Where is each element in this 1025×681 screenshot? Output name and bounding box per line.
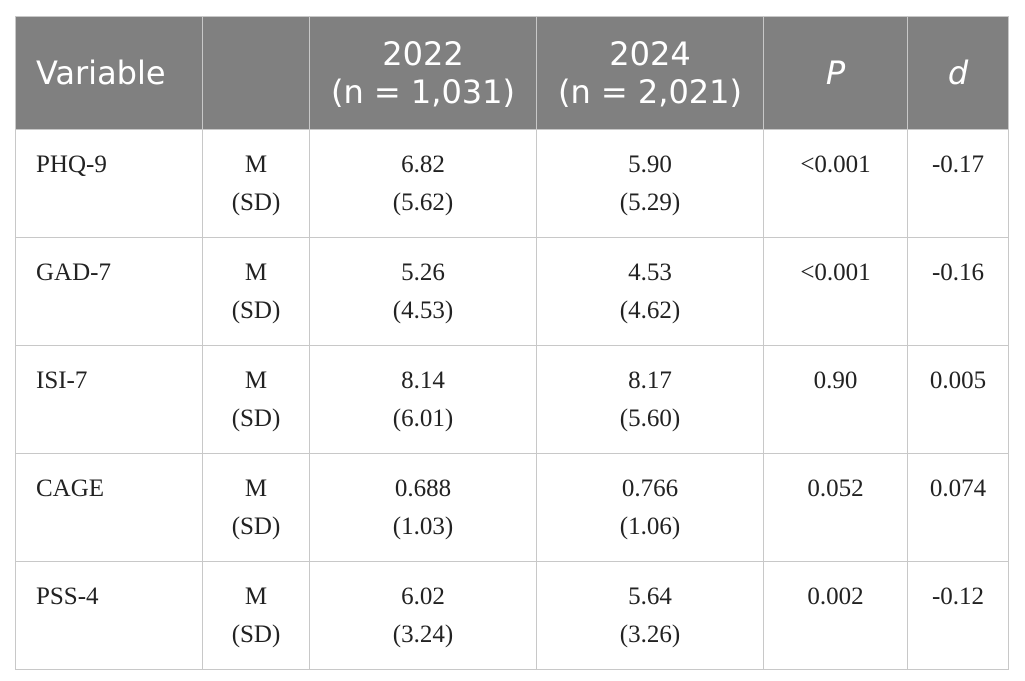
cell-p: <0.001	[763, 237, 908, 346]
cell-2022: 6.02 (3.24)	[309, 561, 537, 670]
header-row: Variable 2022 (n = 1,031) 2024 (n = 2,02…	[15, 16, 1009, 130]
mean-2024: 5.90	[628, 151, 672, 178]
cell-stat: M (SD)	[202, 453, 310, 562]
table-header: Variable 2022 (n = 1,031) 2024 (n = 2,02…	[15, 16, 1009, 130]
p-value: <0.001	[800, 259, 871, 286]
stat-sd-label: (SD)	[231, 405, 281, 432]
sd-2024: (1.06)	[619, 513, 681, 540]
table-body: PHQ-9 M (SD) 6.82 (5.62) 5.90 (5.29) <0.001…	[15, 129, 1009, 670]
sd-2022: (4.53)	[392, 297, 454, 324]
d-value: -0.12	[931, 583, 985, 610]
cell-stat: M (SD)	[202, 345, 310, 454]
results-table: Variable 2022 (n = 1,031) 2024 (n = 2,02…	[15, 16, 1009, 670]
cell-variable: CAGE	[15, 453, 203, 562]
sd-2024: (3.26)	[619, 621, 681, 648]
mean-2024: 4.53	[628, 259, 672, 286]
cell-2024: 0.766 (1.06)	[536, 453, 764, 562]
sd-2024: (5.60)	[619, 405, 681, 432]
mean-2022: 8.14	[401, 367, 445, 394]
header-2024-year: 2024	[609, 35, 691, 73]
mean-2024: 5.64	[628, 583, 672, 610]
header-2022-n: (n = 1,031)	[330, 73, 515, 111]
mean-2022: 6.82	[401, 151, 445, 178]
d-value: -0.17	[931, 151, 985, 178]
cell-d: 0.005	[907, 345, 1009, 454]
variable-label: PHQ-9	[36, 151, 107, 178]
stat-sd-label: (SD)	[231, 513, 281, 540]
sd-2022: (5.62)	[392, 189, 454, 216]
sd-2024: (4.62)	[619, 297, 681, 324]
cell-2024: 4.53 (4.62)	[536, 237, 764, 346]
mean-2022: 6.02	[401, 583, 445, 610]
cell-2024: 5.64 (3.26)	[536, 561, 764, 670]
mean-2024: 0.766	[621, 475, 679, 502]
mean-2022: 0.688	[394, 475, 452, 502]
sd-2022: (6.01)	[392, 405, 454, 432]
header-variable: Variable	[15, 16, 203, 130]
variable-label: PSS-4	[36, 583, 99, 610]
cell-d: -0.17	[907, 129, 1009, 238]
cell-2022: 8.14 (6.01)	[309, 345, 537, 454]
table-row: ISI-7 M (SD) 8.14 (6.01) 8.17 (5.60) 0.90 0…	[15, 345, 1009, 454]
header-2024-n: (n = 2,021)	[557, 73, 742, 111]
cell-p: 0.002	[763, 561, 908, 670]
cell-stat: M (SD)	[202, 561, 310, 670]
variable-label: CAGE	[36, 475, 105, 502]
cell-2022: 0.688 (1.03)	[309, 453, 537, 562]
stat-sd-label: (SD)	[231, 621, 281, 648]
p-value: 0.90	[813, 367, 858, 394]
mean-2024: 8.17	[628, 367, 672, 394]
stat-mean-label: M	[244, 151, 268, 178]
variable-label: ISI-7	[36, 367, 88, 394]
cell-d: -0.16	[907, 237, 1009, 346]
d-value: 0.074	[929, 475, 987, 502]
cell-2024: 5.90 (5.29)	[536, 129, 764, 238]
table-row: PSS-4 M (SD) 6.02 (3.24) 5.64 (3.26) 0.002 …	[15, 561, 1009, 670]
mean-2022: 5.26	[401, 259, 445, 286]
sd-2022: (3.24)	[392, 621, 454, 648]
cell-p: 0.052	[763, 453, 908, 562]
stat-mean-label: M	[244, 259, 268, 286]
cell-p: 0.90	[763, 345, 908, 454]
cell-stat: M (SD)	[202, 237, 310, 346]
cell-p: <0.001	[763, 129, 908, 238]
cell-stat: M (SD)	[202, 129, 310, 238]
d-value: 0.005	[929, 367, 987, 394]
sd-2024: (5.29)	[619, 189, 681, 216]
table-row: GAD-7 M (SD) 5.26 (4.53) 4.53 (4.62) <0.001…	[15, 237, 1009, 346]
table-row: PHQ-9 M (SD) 6.82 (5.62) 5.90 (5.29) <0.001…	[15, 129, 1009, 238]
stat-mean-label: M	[244, 475, 268, 502]
cell-d: 0.074	[907, 453, 1009, 562]
cell-variable: PHQ-9	[15, 129, 203, 238]
header-d: d	[907, 16, 1009, 130]
stat-sd-label: (SD)	[231, 189, 281, 216]
stat-sd-label: (SD)	[231, 297, 281, 324]
cell-variable: GAD-7	[15, 237, 203, 346]
table-row: CAGE M (SD) 0.688 (1.03) 0.766 (1.06) 0.052…	[15, 453, 1009, 562]
stat-mean-label: M	[244, 367, 268, 394]
sd-2022: (1.03)	[392, 513, 454, 540]
stat-mean-label: M	[244, 583, 268, 610]
header-2022-year: 2022	[382, 35, 464, 73]
header-2022: 2022 (n = 1,031)	[309, 16, 537, 130]
cell-variable: ISI-7	[15, 345, 203, 454]
cell-2022: 5.26 (4.53)	[309, 237, 537, 346]
header-stat	[202, 16, 310, 130]
p-value: <0.001	[800, 151, 871, 178]
cell-2022: 6.82 (5.62)	[309, 129, 537, 238]
cell-variable: PSS-4	[15, 561, 203, 670]
header-p: P	[763, 16, 908, 130]
variable-label: GAD-7	[36, 259, 111, 286]
d-value: -0.16	[931, 259, 985, 286]
cell-d: -0.12	[907, 561, 1009, 670]
cell-2024: 8.17 (5.60)	[536, 345, 764, 454]
header-2024: 2024 (n = 2,021)	[536, 16, 764, 130]
p-value: 0.002	[807, 583, 864, 610]
p-value: 0.052	[807, 475, 864, 502]
